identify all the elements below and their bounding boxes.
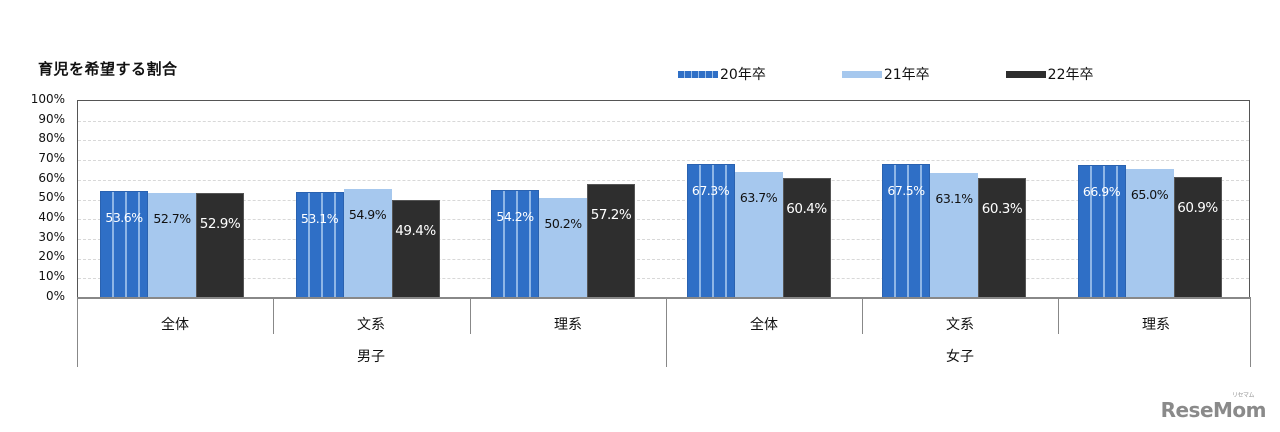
- gridline: [78, 120, 1249, 122]
- axis-separator: [666, 297, 667, 367]
- plot-area: 53.6% 52.7% 52.9% 53.1% 54.9% 49.4% 54.2% 50.2%…: [77, 100, 1250, 297]
- bar-value-label: 60.4%: [786, 201, 827, 218]
- bar-20年卒: 54.2%: [491, 190, 539, 297]
- legend-swatch-20-icon: [678, 70, 718, 78]
- axis-separator: [273, 297, 274, 334]
- y-tick: 0%: [45, 289, 65, 303]
- bar-20年卒: 67.5%: [882, 164, 930, 297]
- gridline: [78, 219, 1249, 221]
- legend-label-22: 22年卒: [1047, 67, 1094, 83]
- y-tick: 80%: [38, 131, 65, 145]
- logo-text: ReseMom: [1160, 398, 1267, 422]
- bar-21年卒: 63.7%: [734, 171, 783, 297]
- category-label: 全体: [750, 317, 778, 333]
- legend-item-22: 22年卒: [1005, 64, 1094, 84]
- bar-value-label: 67.3%: [691, 183, 730, 199]
- category-label: 全体: [161, 317, 189, 333]
- y-tick: 100%: [30, 92, 65, 106]
- legend-item-20: 20年卒: [678, 64, 766, 84]
- legend-swatch-22-icon: [1005, 70, 1046, 78]
- bar-21年卒: 50.2%: [539, 198, 587, 297]
- bar-value-label: 49.4%: [395, 222, 436, 239]
- bar-value-label: 54.9%: [348, 206, 387, 222]
- bar-20年卒: 67.3%: [686, 164, 735, 297]
- category-label: 理系: [1142, 317, 1170, 333]
- y-tick: 50%: [38, 190, 65, 204]
- bar-22年卒: 60.3%: [978, 178, 1026, 297]
- chart-legend: 20年卒 21年卒 22年卒: [678, 64, 1093, 84]
- legend-item-21: 21年卒: [841, 64, 930, 84]
- gridline: [78, 238, 1249, 240]
- bar-value-label: 50.2%: [544, 216, 582, 232]
- y-tick: 60%: [38, 171, 65, 185]
- legend-swatch-21-icon: [841, 70, 882, 78]
- bar-value-label: 57.2%: [590, 207, 632, 224]
- gridline: [78, 278, 1249, 280]
- group-label-male: 男子: [357, 349, 385, 365]
- group-label-female: 女子: [946, 349, 974, 365]
- bar-22年卒: 57.2%: [587, 184, 635, 297]
- y-tick: 20%: [38, 249, 65, 263]
- bar-21年卒: 63.1%: [930, 172, 978, 297]
- bar-value-label: 54.2%: [496, 209, 534, 225]
- bar-value-label: 52.9%: [199, 215, 241, 232]
- bar-22年卒: 60.4%: [782, 178, 831, 297]
- bar-value-label: 52.7%: [153, 211, 191, 227]
- bar-value-label: 66.9%: [1082, 184, 1121, 200]
- resemom-logo: リセマム ReseMom: [1160, 392, 1267, 422]
- y-tick: 30%: [38, 230, 65, 244]
- logo-sub: リセマム: [1231, 392, 1255, 399]
- axis-separator: [1250, 297, 1251, 367]
- category-label: 文系: [946, 317, 974, 333]
- y-tick: 70%: [38, 151, 65, 165]
- bar-value-label: 53.6%: [105, 210, 143, 226]
- gridline: [78, 140, 1249, 142]
- legend-label-20: 20年卒: [720, 67, 766, 83]
- bar-22年卒: 52.9%: [196, 192, 244, 297]
- axis-separator: [77, 297, 78, 367]
- bar-20年卒: 66.9%: [1077, 165, 1126, 297]
- y-tick: 90%: [38, 112, 65, 126]
- axis-separator: [862, 297, 863, 334]
- bar-value-label: 60.3%: [981, 201, 1023, 218]
- bar-21年卒: 54.9%: [343, 188, 392, 297]
- gridline: [78, 179, 1249, 181]
- axis-separator: [470, 297, 471, 334]
- category-label: 文系: [357, 317, 385, 333]
- bar-22年卒: 60.9%: [1173, 177, 1222, 297]
- bar-value-label: 53.1%: [300, 211, 339, 227]
- bar-value-label: 67.5%: [887, 183, 925, 199]
- y-tick: 10%: [38, 269, 65, 283]
- bar-20年卒: 53.6%: [100, 191, 148, 297]
- legend-label-21: 21年卒: [883, 67, 930, 83]
- bar-20年卒: 53.1%: [295, 192, 344, 297]
- gridline: [78, 199, 1249, 201]
- bar-21年卒: 65.0%: [1125, 168, 1174, 297]
- chart-title: 育児を希望する割合: [38, 60, 178, 78]
- x-axis-line: [77, 297, 1250, 299]
- axis-separator: [1058, 297, 1059, 334]
- bar-21年卒: 52.7%: [148, 193, 196, 297]
- category-label: 理系: [554, 317, 582, 333]
- bar-value-label: 63.1%: [935, 190, 973, 206]
- bar-value-label: 60.9%: [1177, 200, 1218, 217]
- bar-value-label: 65.0%: [1130, 186, 1169, 202]
- y-tick: 40%: [38, 210, 65, 224]
- bar-value-label: 63.7%: [739, 189, 778, 205]
- gridline: [78, 160, 1249, 162]
- gridline: [78, 258, 1249, 260]
- bar-22年卒: 49.4%: [391, 199, 440, 297]
